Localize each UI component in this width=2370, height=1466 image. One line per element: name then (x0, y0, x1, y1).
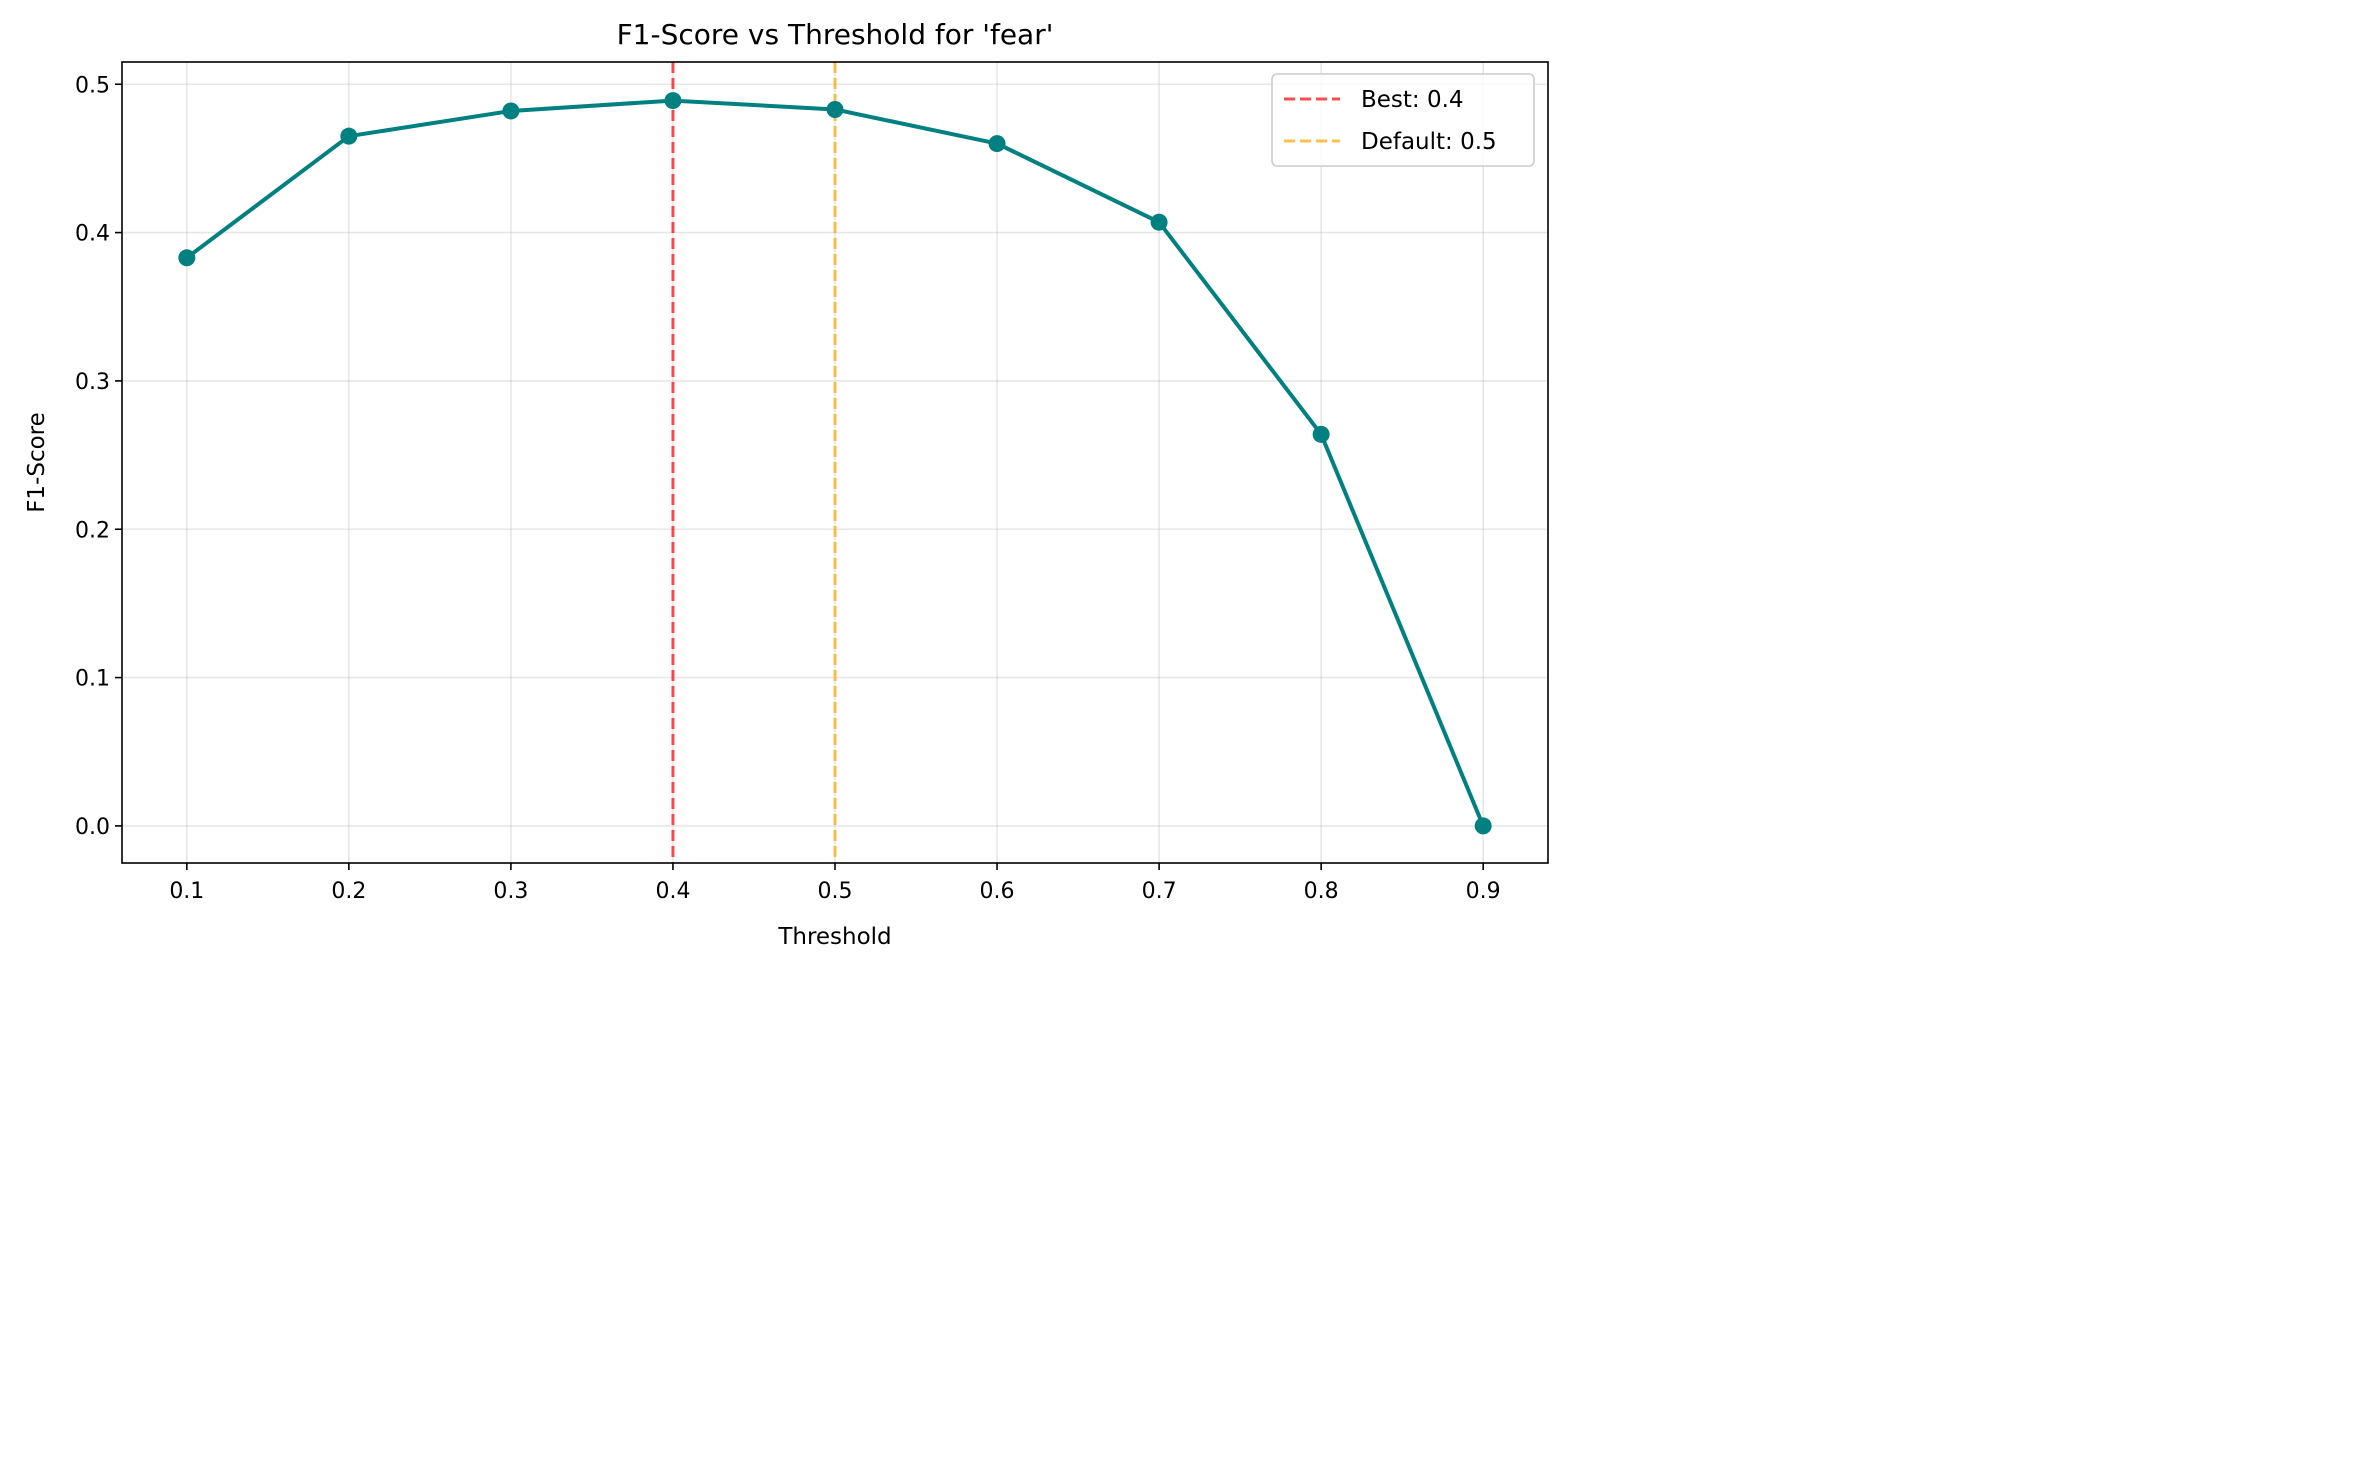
data-point (340, 127, 358, 145)
data-point (664, 92, 682, 110)
x-tick-label: 0.6 (980, 879, 1015, 904)
chart: 0.1 0.2 0.3 0.4 0.5 0.6 0.7 0.8 0.9 0.0 0.1 0.2 0.3… (0, 0, 1568, 970)
y-axis-ticks: 0.0 0.1 0.2 0.3 0.4 0.5 (75, 73, 122, 840)
x-axis-label: Threshold (777, 924, 891, 950)
x-tick-label: 0.3 (493, 879, 528, 904)
chart-title: F1-Score vs Threshold for 'fear' (617, 18, 1054, 51)
y-tick-label: 0.0 (75, 815, 110, 840)
x-tick-label: 0.7 (1142, 879, 1177, 904)
data-point (988, 135, 1006, 153)
y-axis-label: F1-Score (24, 412, 50, 513)
series-group (178, 92, 1492, 835)
legend-label: Default: 0.5 (1361, 129, 1497, 155)
x-tick-label: 0.1 (169, 879, 204, 904)
legend-label: Best: 0.4 (1361, 87, 1464, 113)
y-tick-label: 0.4 (75, 222, 110, 247)
x-tick-label: 0.4 (655, 879, 690, 904)
x-tick-label: 0.8 (1304, 879, 1339, 904)
data-point (1474, 817, 1492, 835)
reference-lines (671, 62, 837, 863)
legend: Best: 0.4 Default: 0.5 (1271, 73, 1535, 167)
y-tick-label: 0.5 (75, 73, 110, 98)
data-point (502, 102, 520, 120)
x-tick-label: 0.5 (818, 879, 853, 904)
x-tick-label: 0.9 (1466, 879, 1501, 904)
x-tick-label: 0.2 (331, 879, 366, 904)
y-tick-label: 0.1 (75, 667, 110, 692)
data-point (826, 100, 844, 118)
data-point (178, 249, 196, 267)
legend-box (1271, 73, 1535, 167)
y-tick-label: 0.3 (75, 370, 110, 395)
data-point (1150, 213, 1168, 231)
data-point (1312, 425, 1330, 443)
y-tick-label: 0.2 (75, 518, 110, 543)
x-axis-ticks: 0.1 0.2 0.3 0.4 0.5 0.6 0.7 0.8 0.9 (169, 863, 1501, 904)
